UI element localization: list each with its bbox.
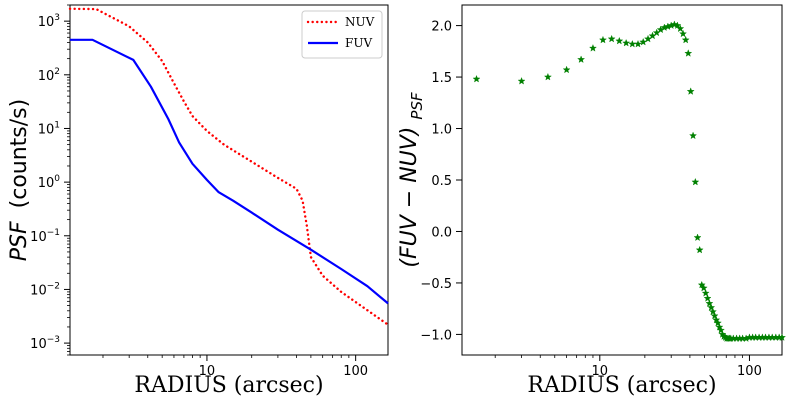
data-point-35 [705,299,714,307]
psf-y-tick-exp-0: −3 [47,335,60,345]
psf-y-tick-label-5: 102 [38,67,60,84]
psf-y-tick-base-1: 10 [30,283,47,298]
data-point-38 [710,311,719,320]
psf-x-tick-label-0: 10 [199,364,216,379]
color-x-axis-title: RADIUS (arcsec) [527,373,716,398]
data-point-41 [715,323,724,331]
data-point-1 [517,77,526,85]
data-point-25 [684,49,693,57]
data-point-22 [676,24,685,33]
psf-x-axis-title: RADIUS (arcsec) [134,373,323,398]
color-x-tick-label-0: 10 [592,364,609,379]
data-point-31 [697,280,706,289]
psf-legend: NUV FUV [301,10,383,59]
data-point-27 [689,131,698,140]
psf-y-tick-base-4: 10 [38,122,55,137]
color-y-tick-label-5: 1.5 [431,71,452,86]
series-line-nuv [68,7,390,326]
data-point-33 [701,289,710,297]
series-line-fuv [70,38,389,305]
color-y-tick-label-2: 0.0 [431,225,452,240]
psf-y-tick-exp-3: 0 [54,174,60,184]
color-y-tick-label-6: 2.0 [431,20,452,35]
psf-y-tick-base-6: 10 [38,15,55,30]
color-chart: 10 100 −1.0 −0.5 0.0 0.5 1.0 1.5 2.0 RADIUS (arc… [397,4,786,398]
data-point-26 [686,87,695,95]
color-y-axis-title: (FUV − NUV) PSF [397,92,426,268]
psf-plot-frame [69,4,389,356]
data-point-37 [708,307,717,316]
psf-x-tick-label-1: 100 [343,364,368,379]
psf-y-tick-exp-4: 1 [54,120,60,130]
data-point-29 [693,233,702,242]
data-point-40 [713,318,722,327]
data-point-11 [634,39,642,48]
psf-y-tick-base-2: 10 [30,230,47,245]
psf-y-tick-base-5: 10 [38,69,55,84]
psf-y-tick-base-3: 10 [38,176,55,191]
psf-y-tick-label-3: 100 [38,174,61,191]
legend-label-nuv: NUV [345,15,375,29]
psf-y-tick-base-0: 10 [30,337,47,352]
color-y-tick-label-3: 0.5 [431,174,452,189]
data-point-23 [679,29,688,38]
data-point-7 [607,34,616,43]
psf-y-tick-exp-6: 3 [54,13,60,23]
data-point-28 [691,177,700,186]
color-y-tick-label-4: 1.0 [431,123,452,138]
psf-y-tick-label-0: 10−3 [30,335,60,352]
psf-y-axis-title-main: PSF [7,221,32,261]
data-point-21 [673,21,682,29]
data-point-4 [577,55,586,63]
data-point-24 [681,35,690,44]
data-point-12 [639,37,648,46]
psf-series-group [68,7,390,326]
psf-y-axis-title-unit: (counts/s) [7,99,32,209]
data-point-0 [472,74,481,83]
color-axis-ticks: 10 100 −1.0 −0.5 0.0 0.5 1.0 1.5 2.0 [420,20,761,379]
color-points-group [472,20,786,342]
psf-y-axis-title: PSF (counts/s) [7,99,32,261]
data-point-42 [716,326,725,334]
data-point-5 [588,44,597,52]
data-point-2 [543,72,552,81]
data-point-8 [615,36,624,45]
data-point-30 [695,245,704,254]
data-point-32 [699,283,708,292]
color-y-tick-label-1: −0.5 [420,277,452,292]
data-point-65 [778,333,786,341]
data-point-9 [622,38,631,47]
data-point-3 [562,65,571,74]
color-y-tick-label-0: −1.0 [420,328,452,343]
psf-y-tick-label-4: 101 [38,120,60,137]
color-y-axis-title-main: (FUV − NUV) [397,127,422,268]
psf-y-tick-label-6: 103 [38,13,60,30]
data-point-39 [712,315,721,324]
data-point-34 [703,294,712,302]
color-plot-frame [461,4,783,356]
psf-y-tick-label-2: 10−1 [30,228,60,245]
legend-label-fuv: FUV [345,36,372,50]
psf-y-tick-label-1: 10−2 [30,281,60,298]
data-point-36 [707,303,716,312]
psf-y-tick-exp-1: −2 [47,281,60,291]
data-point-10 [628,39,637,48]
psf-y-tick-exp-2: −1 [47,228,60,238]
psf-y-tick-exp-5: 2 [54,67,60,77]
data-point-6 [599,35,607,44]
color-x-tick-label-1: 100 [737,364,762,379]
color-y-axis-title-sub: PSF [408,92,426,120]
